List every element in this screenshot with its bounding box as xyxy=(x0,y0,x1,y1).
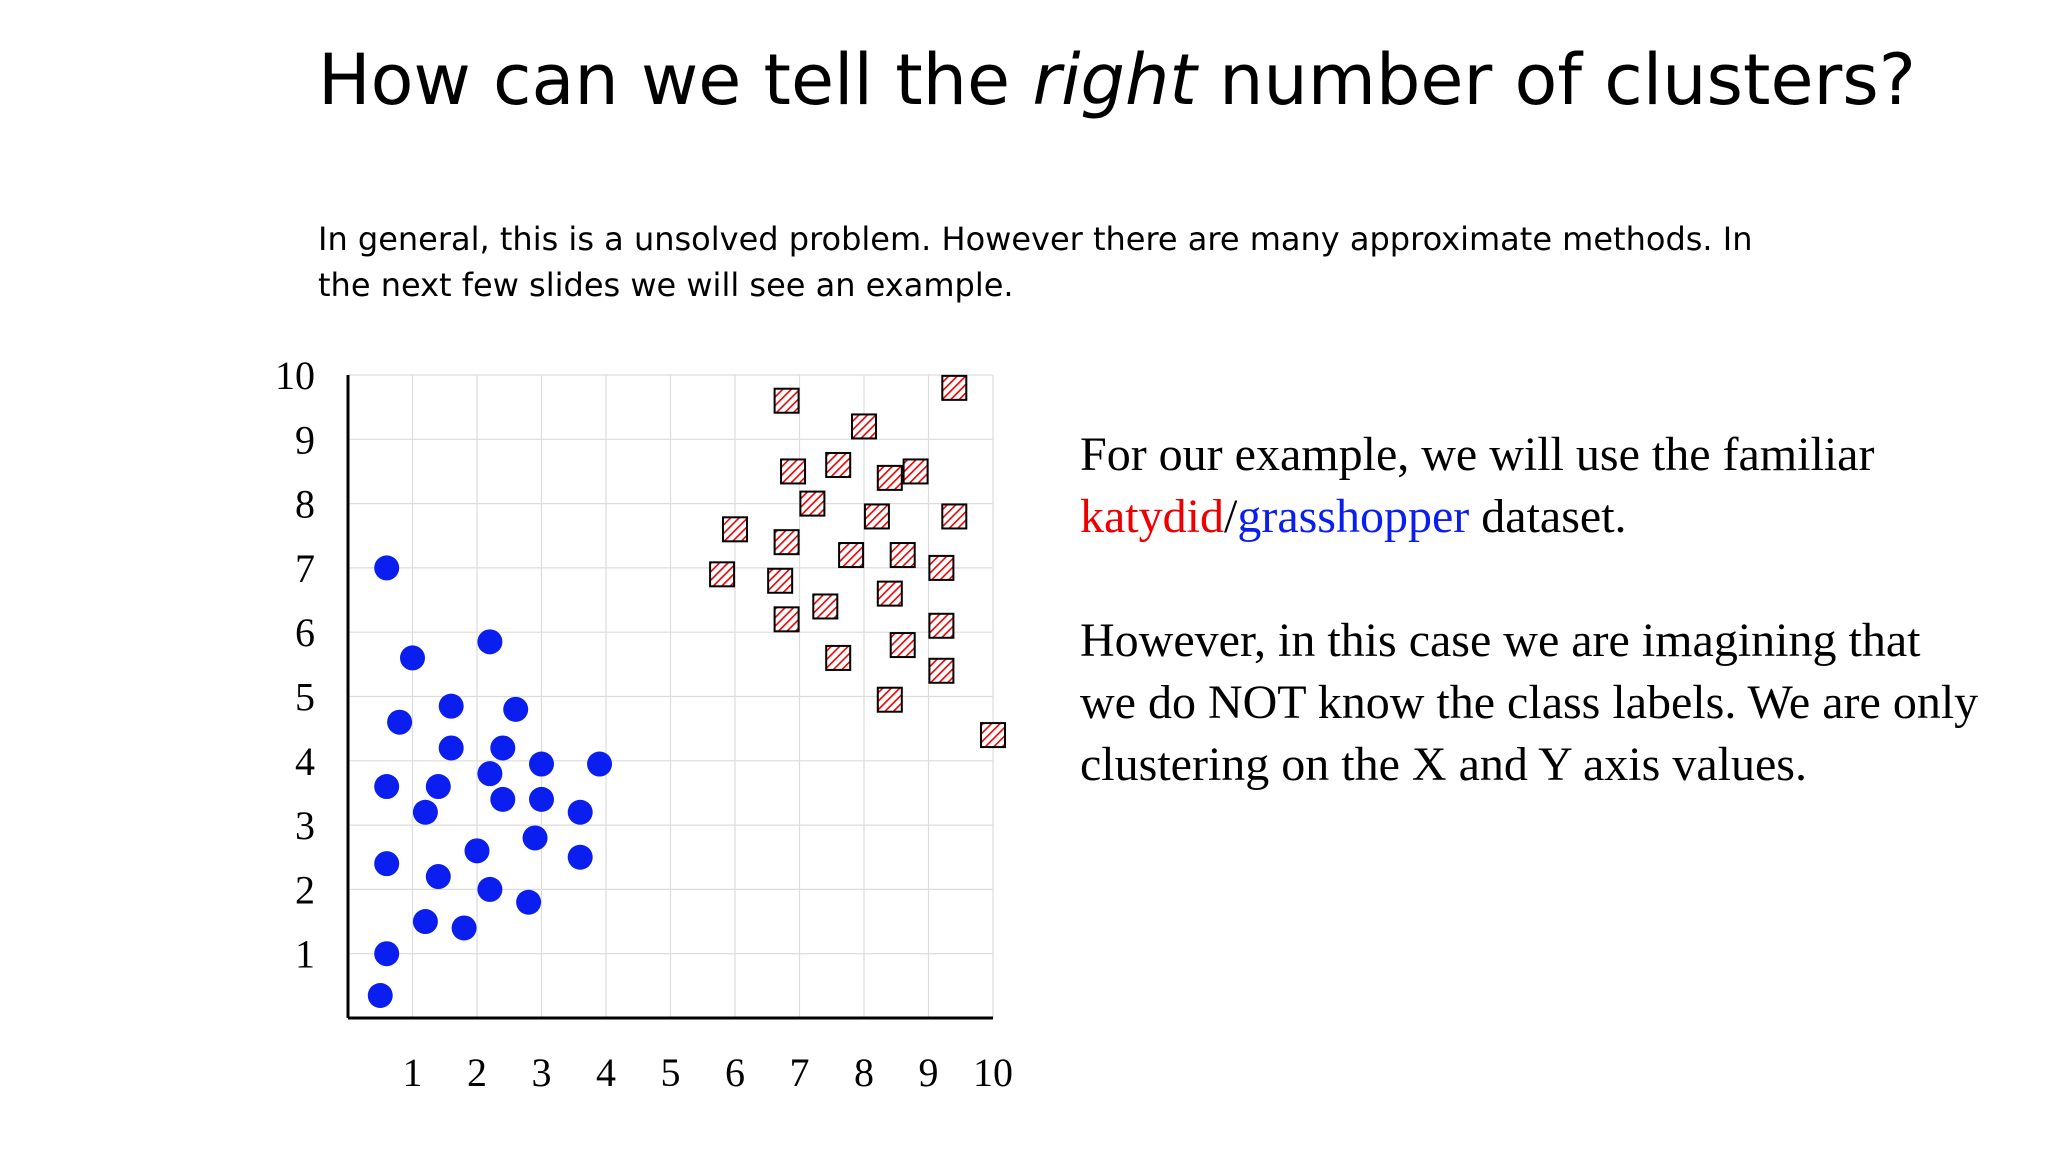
data-point-square xyxy=(928,657,955,684)
data-point-square xyxy=(812,593,839,620)
y-tick-label: 4 xyxy=(295,739,315,784)
data-point-square xyxy=(825,644,852,671)
data-point-circle xyxy=(567,799,593,825)
data-point-circle xyxy=(477,761,503,787)
data-point-circle xyxy=(587,751,613,777)
data-point-circle xyxy=(400,645,425,671)
data-point-circle xyxy=(567,844,593,870)
data-point-circle xyxy=(477,629,503,655)
y-tick-label: 6 xyxy=(295,610,315,655)
description-paragraph-1: For our example, we will use the familia… xyxy=(1080,424,1980,548)
data-point-square xyxy=(876,580,903,607)
data-point-square xyxy=(780,458,807,485)
katydid-label: katydid xyxy=(1080,490,1224,543)
title-text: How can we tell the xyxy=(318,39,1033,121)
y-tick-label: 1 xyxy=(295,932,315,977)
data-point-square xyxy=(928,554,955,581)
data-point-square xyxy=(928,612,955,639)
x-tick-label: 1 xyxy=(403,1050,423,1095)
data-point-circle xyxy=(529,751,554,777)
data-point-circle xyxy=(425,774,451,800)
x-tick-label: 5 xyxy=(661,1050,681,1095)
data-point-square xyxy=(941,374,968,401)
x-tick-label: 9 xyxy=(919,1050,939,1095)
data-point-circle xyxy=(367,982,393,1008)
data-point-square xyxy=(799,490,826,517)
title-emphasis: right xyxy=(1032,39,1197,121)
y-tick-label: 9 xyxy=(295,417,315,462)
x-tick-label: 3 xyxy=(532,1050,552,1095)
data-point-square xyxy=(767,567,794,594)
description-text: For our example, we will use the familia… xyxy=(1080,428,1875,481)
data-point-square xyxy=(773,387,800,414)
y-tick-label: 3 xyxy=(295,803,315,848)
data-point-circle xyxy=(516,889,542,915)
description: For our example, we will use the familia… xyxy=(1080,424,1980,796)
data-point-square xyxy=(851,413,877,440)
description-paragraph-2: However, in this case we are imagining t… xyxy=(1080,614,1979,791)
data-point-circle xyxy=(374,774,400,800)
data-point-circle xyxy=(374,555,400,581)
data-point-square xyxy=(773,529,800,556)
data-point-circle xyxy=(374,941,400,967)
y-tick-label: 5 xyxy=(295,675,315,720)
y-tick-label: 2 xyxy=(295,867,315,912)
y-tick-label: 7 xyxy=(295,546,315,591)
data-point-circle xyxy=(425,864,451,890)
slide-title: How can we tell the right number of clus… xyxy=(318,38,1916,122)
data-point-square xyxy=(709,561,736,588)
slash-text: / xyxy=(1223,490,1238,543)
data-point-square xyxy=(941,503,968,530)
x-tick-label: 7 xyxy=(790,1050,810,1095)
x-tick-label: 6 xyxy=(725,1050,745,1095)
x-tick-label: 2 xyxy=(467,1050,487,1095)
data-point-square xyxy=(876,464,903,491)
data-point-square xyxy=(876,686,903,713)
data-point-circle xyxy=(464,838,490,864)
data-point-square xyxy=(838,542,865,569)
data-point-square xyxy=(889,632,916,659)
data-point-circle xyxy=(490,735,516,761)
intro-text: In general, this is a unsolved problem. … xyxy=(318,220,1753,304)
data-point-square xyxy=(863,503,890,530)
data-point-circle xyxy=(451,915,477,941)
data-point-circle xyxy=(412,909,438,935)
data-point-circle xyxy=(529,786,554,812)
data-point-circle xyxy=(438,735,464,761)
x-tick-label: 4 xyxy=(596,1050,616,1095)
title-text-end: number of clusters? xyxy=(1196,39,1916,121)
y-tick-label: 8 xyxy=(295,482,315,527)
description-text-end: dataset. xyxy=(1469,490,1627,543)
data-point-square xyxy=(980,722,1006,749)
data-point-square xyxy=(773,606,800,633)
data-point-circle xyxy=(438,693,464,719)
x-tick-label: 10 xyxy=(973,1050,1013,1095)
data-point-circle xyxy=(522,825,548,851)
data-point-circle xyxy=(490,786,516,812)
data-point-square xyxy=(902,458,929,485)
data-point-circle xyxy=(412,799,438,825)
data-point-circle xyxy=(503,696,529,722)
grasshopper-label: grasshopper xyxy=(1237,490,1470,543)
data-point-circle xyxy=(477,876,503,902)
data-point-circle xyxy=(387,709,413,735)
y-tick-label: 10 xyxy=(275,353,315,398)
data-point-square xyxy=(889,542,916,569)
x-tick-label: 8 xyxy=(854,1050,874,1095)
data-point-circle xyxy=(374,851,400,877)
data-point-square xyxy=(722,516,748,543)
data-point-square xyxy=(825,452,852,479)
